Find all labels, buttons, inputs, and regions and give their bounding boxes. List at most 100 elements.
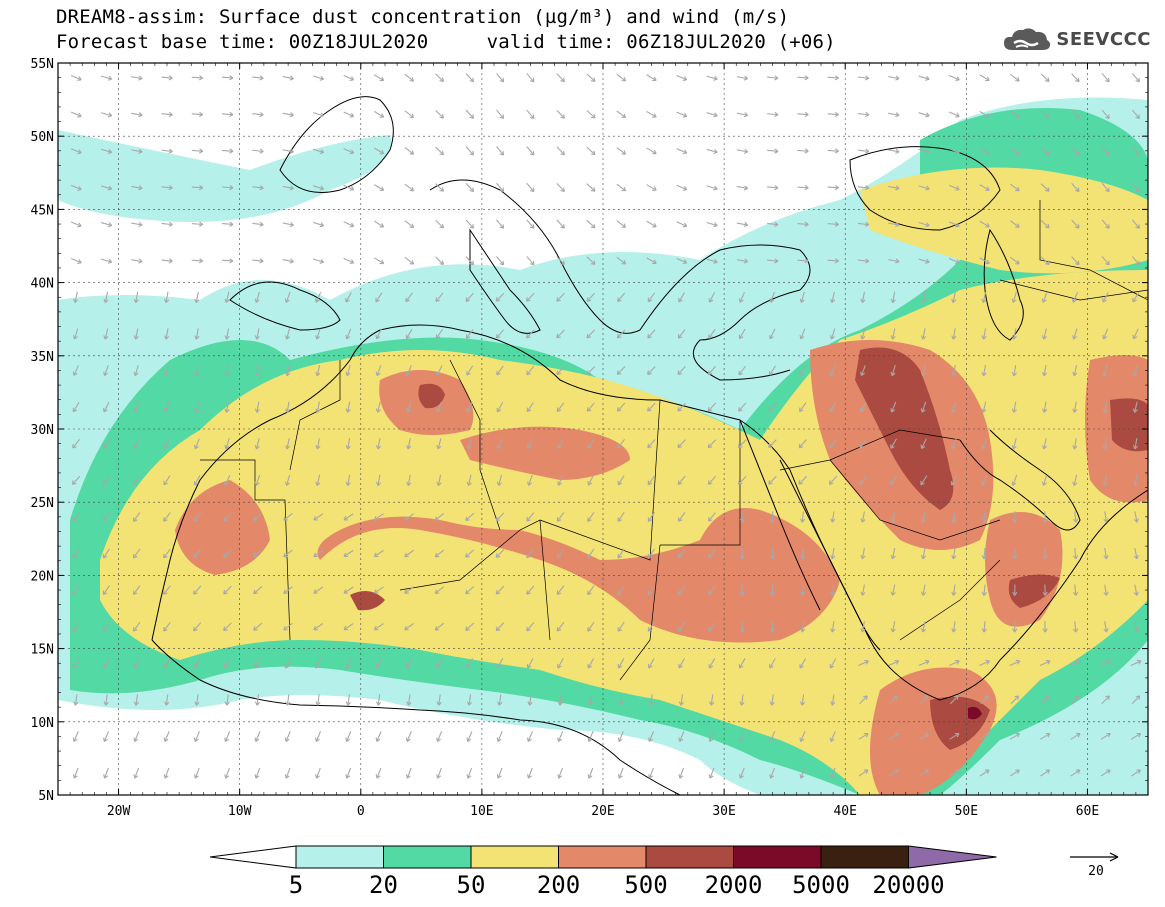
wind-arrow <box>404 73 415 82</box>
wind-arrow <box>1073 584 1079 596</box>
wind-arrow <box>284 767 291 779</box>
wind-arrow <box>435 183 445 192</box>
wind-arrow <box>737 475 747 485</box>
colorbar: 5 20 50 200 500 2000 5000 20000 20 <box>209 845 1119 899</box>
wind-arrow <box>252 258 264 264</box>
wind-arrow <box>829 438 837 449</box>
wind-arrow <box>767 258 779 264</box>
wind-arrow <box>436 731 443 742</box>
wind-arrow <box>1102 364 1108 377</box>
wind-arrow <box>224 658 231 669</box>
wind-arrow <box>556 365 565 376</box>
wind-arrow <box>1133 621 1139 633</box>
wind-arrow <box>617 621 625 632</box>
wind-arrow <box>918 732 930 740</box>
wind-arrow <box>343 257 355 265</box>
wind-arrow <box>768 402 777 412</box>
wind-arrow <box>586 292 595 302</box>
lat-label: 55N <box>31 57 54 72</box>
wind-arrow <box>616 110 627 119</box>
wind-arrow <box>647 329 656 339</box>
wind-arrow <box>345 328 352 340</box>
wind-arrow <box>1071 183 1080 193</box>
wind-arrow <box>1012 511 1018 523</box>
wind-arrow <box>315 328 321 340</box>
wind-arrow <box>678 658 685 669</box>
wind-arrow <box>827 258 839 264</box>
wind-arrow <box>800 547 806 560</box>
colorbar-tick-label: 5000 <box>792 871 850 899</box>
wind-arrow <box>858 732 869 740</box>
wind-arrow <box>1102 292 1109 303</box>
wind-arrow <box>617 511 625 522</box>
wind-arrow <box>466 365 474 376</box>
wind-arrow <box>797 258 809 264</box>
wind-arrow <box>526 73 535 83</box>
wind-arrow <box>827 221 839 227</box>
wind-arrow <box>1133 511 1139 523</box>
colorbar-box <box>558 845 647 869</box>
wind-arrow <box>586 73 596 82</box>
wind-arrow <box>708 292 716 303</box>
wind-arrow <box>465 585 475 595</box>
wind-arrow <box>1042 547 1048 560</box>
wind-arrow <box>404 586 415 594</box>
wind-arrow <box>224 474 231 486</box>
wind-arrow <box>101 75 113 81</box>
wind-arrow <box>404 220 415 228</box>
wind-arrow <box>616 366 626 375</box>
colorbar-tick-label: 20000 <box>872 871 944 899</box>
wind-arrow <box>495 585 505 595</box>
wind-arrow <box>617 731 624 742</box>
wind-arrow <box>769 694 775 706</box>
colorbar-box <box>295 845 384 869</box>
wind-arrow <box>616 256 627 265</box>
wind-arrow <box>1100 659 1112 667</box>
wind-arrow <box>797 221 809 227</box>
wind-arrow <box>345 474 351 487</box>
wind-arrow <box>405 767 412 779</box>
wind-arrow <box>556 219 565 229</box>
wind-arrow <box>133 585 141 596</box>
wind-arrow <box>950 475 958 486</box>
wind-arrow <box>495 622 505 632</box>
wind-arrow <box>131 221 143 228</box>
wind-arrow <box>495 292 505 302</box>
wind-arrow <box>797 75 809 81</box>
wind-arrow <box>373 110 385 118</box>
wind-arrow <box>283 549 293 558</box>
wind-arrow <box>102 438 110 449</box>
wind-arrow <box>799 328 806 340</box>
wind-arrow <box>1010 147 1020 155</box>
wind-arrow <box>557 438 564 449</box>
wind-arrow <box>465 183 475 193</box>
wind-arrow <box>1073 547 1079 560</box>
wind-arrow <box>1102 474 1108 487</box>
wind-arrow <box>708 731 715 742</box>
wind-arrow <box>769 291 775 303</box>
wind-arrow <box>1131 73 1140 83</box>
wind-arrow <box>133 621 141 632</box>
wind-arrow <box>254 328 260 340</box>
dust-contour-2000 <box>968 706 982 720</box>
wind-arrow <box>556 329 565 339</box>
wind-arrow <box>800 584 806 596</box>
wind-arrow <box>465 73 475 83</box>
wind-arrow <box>133 658 140 669</box>
wind-arrow <box>857 75 870 81</box>
wind-arrow <box>465 512 475 522</box>
wind-arrow <box>312 185 325 191</box>
wind-arrow <box>465 219 475 229</box>
wind-arrow <box>1070 732 1081 740</box>
wind-arrow <box>827 185 839 191</box>
wind-arrow <box>738 731 745 742</box>
wind-arrow <box>736 75 749 81</box>
wind-arrow <box>557 694 563 706</box>
wind-arrow <box>375 767 382 779</box>
wind-arrow <box>193 512 202 522</box>
wind-arrow <box>1009 659 1021 667</box>
wind-arrow <box>829 658 837 669</box>
wind-arrow <box>1012 547 1018 560</box>
wind-arrow <box>315 731 322 742</box>
wind-arrow <box>706 112 718 118</box>
